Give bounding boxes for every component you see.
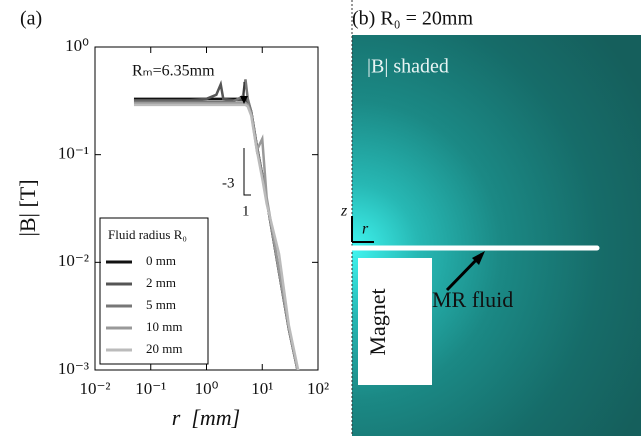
shading-label: |B| shaded <box>367 56 449 78</box>
y-tick-label: 10⁻² <box>58 251 89 270</box>
x-tick-label: 10⁻² <box>79 379 110 398</box>
slope-run-label: 1 <box>242 203 250 219</box>
annotation: Rₘ=6.35mm <box>132 63 215 80</box>
annotation-arrow-head <box>240 96 248 104</box>
magnet <box>358 258 432 385</box>
x-axis-title: r [mm] <box>172 405 240 430</box>
legend-label: 0 mm <box>146 253 176 268</box>
legend-label: 5 mm <box>146 297 176 312</box>
panel-b-label: (b) R₀ = 20mm <box>352 8 473 30</box>
panel-b: (b) R₀ = 20mm |B| shaded z r Magnet MR f… <box>340 0 641 436</box>
x-tick-label: 10¹ <box>251 379 273 398</box>
fluid-pointer-head <box>472 251 485 265</box>
z-label: z <box>340 203 348 220</box>
legend-label: 2 mm <box>146 275 176 290</box>
x-tick-label: 10⁰ <box>195 379 219 398</box>
slope-label: -3 <box>222 175 235 191</box>
y-tick-label: 10⁰ <box>65 36 89 55</box>
magnet-label: Magnet <box>365 288 390 355</box>
fluid-label: MR fluid <box>432 287 513 312</box>
panel-a-label: (a) <box>20 8 42 30</box>
legend-box <box>99 217 209 365</box>
legend-title: Fluid radius R₀ <box>108 227 187 242</box>
y-tick-label: 10⁻³ <box>58 359 89 378</box>
series-line <box>133 103 300 370</box>
x-tick-label: 10² <box>307 379 329 398</box>
legend-label: 10 mm <box>146 319 182 334</box>
r-label: r <box>362 221 369 238</box>
x-tick-label: 10⁻¹ <box>135 379 166 398</box>
slope-triangle <box>243 148 251 196</box>
y-axis-title: |B| [T] <box>15 179 40 236</box>
y-tick-label: 10⁻¹ <box>58 144 89 163</box>
legend-label: 20 mm <box>146 341 182 356</box>
